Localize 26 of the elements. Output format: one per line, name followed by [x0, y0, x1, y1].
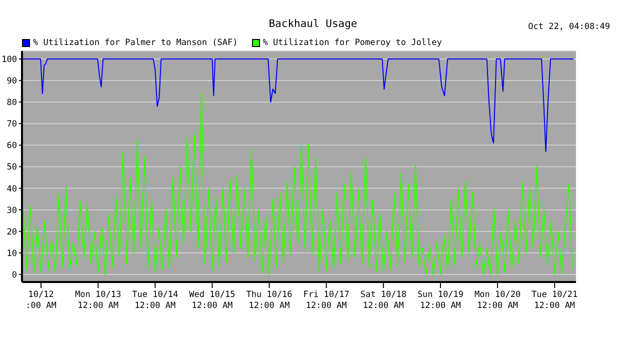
x-tick-label: Wed 10/15 12:00 AM	[189, 290, 236, 311]
y-tick-label: 70	[6, 120, 17, 130]
legend-label: % Utilization for Palmer to Manson (SAF)	[33, 38, 238, 48]
y-tick-label: 10	[6, 248, 17, 259]
x-tick-label: Tue 10/21 12:00 AM	[532, 290, 578, 311]
text: Oct 22, 04:08:49	[528, 22, 610, 32]
x-tick-label: Mon 10/20 12:00 AM	[474, 290, 521, 311]
y-tick-label: 20	[6, 227, 17, 238]
x-tick-label: Sun 10/19 12:00 AM	[417, 290, 464, 311]
line-series	[22, 92, 573, 275]
y-tick-label: 0	[12, 270, 17, 280]
legend-label: % Utilization for Pomeroy to Jolley	[262, 38, 442, 48]
x-tick-label: Sat 10/18 12:00 AM	[360, 290, 406, 311]
y-tick-label: 50	[6, 162, 17, 173]
y-tick-label: 40	[6, 184, 17, 194]
x-tick-label: Mon 10/13 12:00 AM	[75, 290, 122, 311]
x-tick-label: 10/12 :00 AM	[26, 290, 56, 311]
x-tick-label: Tue 10/14 12:00 AM	[132, 290, 178, 311]
y-tick-label: 80	[6, 98, 17, 108]
y-tick-label: 30	[6, 206, 17, 216]
x-tick-label: Thu 10/16 12:00 AM	[246, 290, 292, 311]
y-tick-label: 90	[6, 76, 17, 87]
chart-title: Backhaul Usage	[268, 18, 358, 30]
y-tick-label: 100	[2, 54, 17, 65]
y-tick-label: 60	[6, 141, 17, 152]
x-tick-label: Fri 10/17 12:00 AM	[303, 290, 350, 311]
